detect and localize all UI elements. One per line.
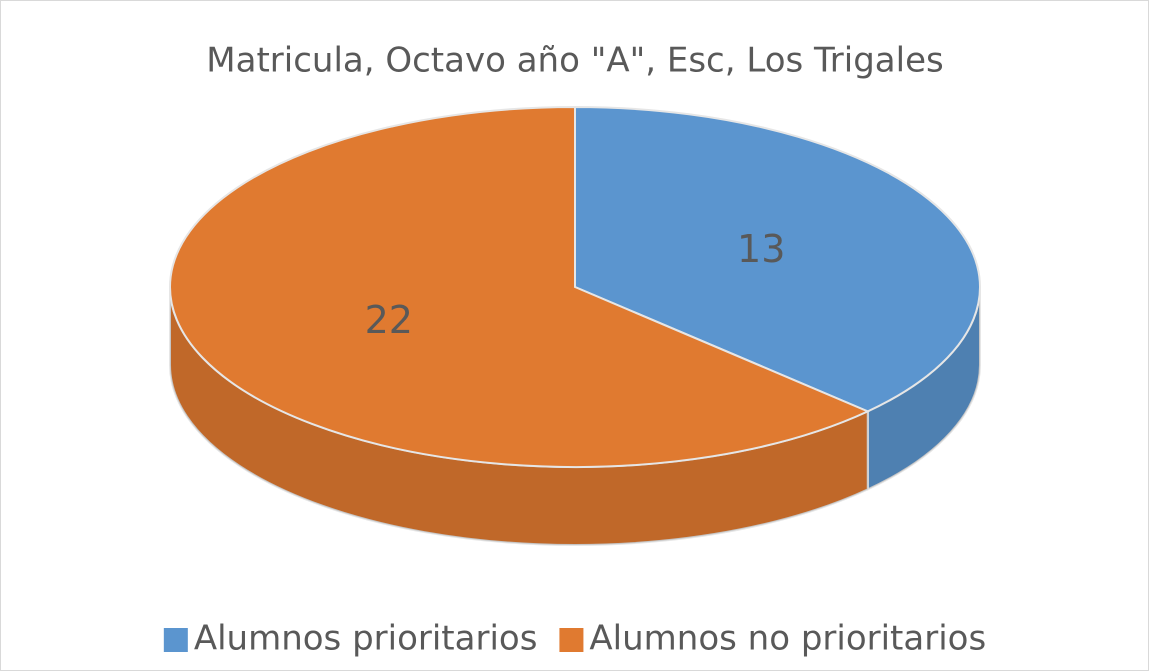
legend-swatch bbox=[163, 628, 188, 652]
chart-title: Matricula, Octavo año "A", Esc, Los Trig… bbox=[206, 41, 943, 81]
legend-swatch bbox=[559, 628, 584, 652]
pie-side-shade bbox=[170, 287, 868, 545]
pie-side-shade bbox=[867, 287, 980, 490]
pie-slice bbox=[574, 105, 981, 413]
legend: Alumnos prioritarios Alumnos no prioritar… bbox=[163, 619, 986, 659]
legend-label: Alumnos no prioritarios bbox=[589, 619, 986, 659]
pie-slice bbox=[169, 105, 871, 468]
data-label: 22 bbox=[365, 298, 413, 342]
data-label: 13 bbox=[737, 227, 785, 271]
legend-label: Alumnos prioritarios bbox=[194, 619, 538, 659]
